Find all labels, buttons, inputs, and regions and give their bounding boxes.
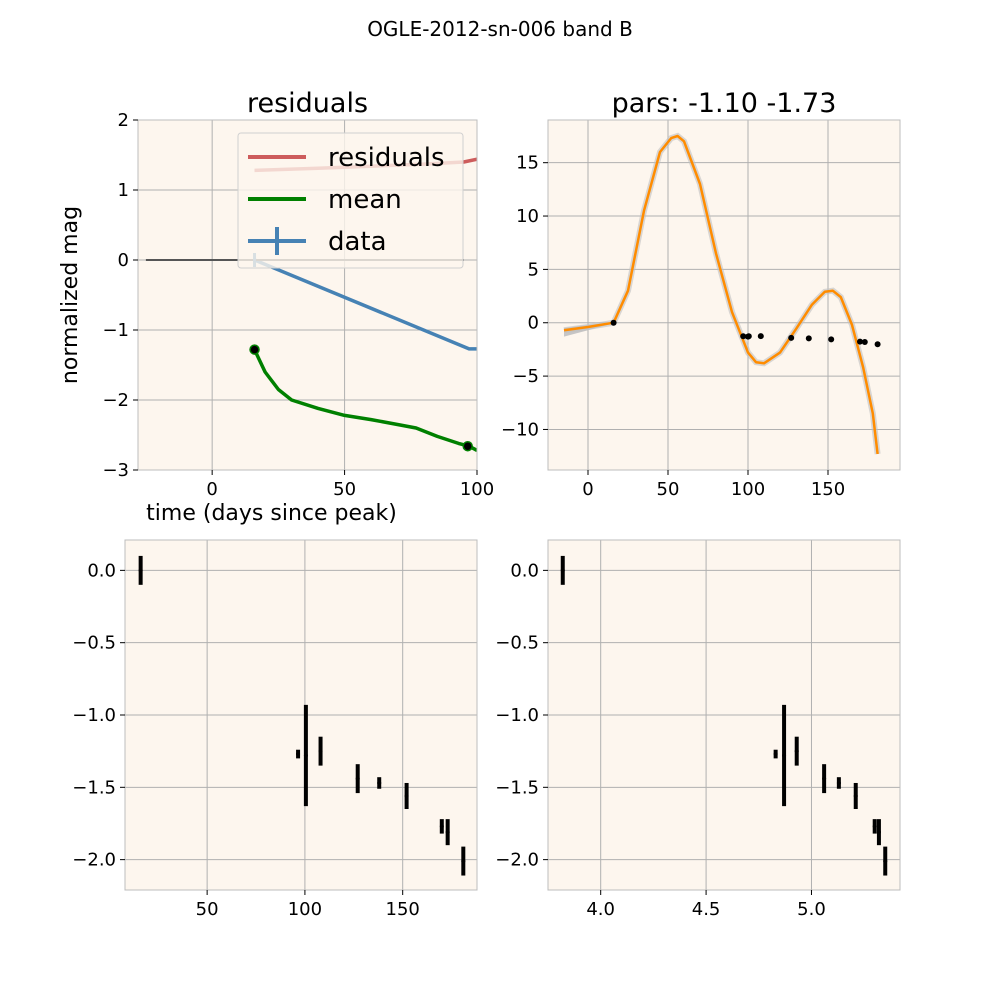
data-point: [822, 776, 827, 781]
y-tick-label: −2.0: [72, 850, 116, 871]
grid: [125, 540, 477, 890]
data-point: [404, 793, 409, 798]
marker-1: [462, 440, 473, 452]
plot-frame: [137, 119, 478, 471]
data-point: [303, 753, 308, 758]
x-tick-label: 50: [196, 899, 219, 920]
series-data: [253, 258, 477, 351]
x-axis-label: time (days since peak): [146, 501, 397, 526]
y-tick-label: 0.0: [87, 560, 116, 581]
data-point: [445, 830, 450, 835]
x-tick-label: 0: [582, 479, 593, 500]
data-point: [794, 749, 799, 754]
x-tick-label: 100: [731, 479, 765, 500]
y-tick-label: −2.0: [495, 850, 539, 871]
panel-bottom-right: 4.0 4.5 5.0 0.0 −0.5 −1.0 −1.5 −2.0: [495, 539, 901, 920]
x-tick-label: 4.0: [586, 899, 615, 920]
panel-title: residuals: [247, 88, 368, 119]
x-tick-label: 150: [386, 899, 420, 920]
y-tick-label: −3: [102, 460, 129, 481]
y-tick-label: 5: [528, 259, 539, 280]
data-point: [883, 859, 888, 864]
x-tick-label: 100: [460, 479, 494, 500]
marker-0: [249, 344, 260, 355]
data-point: [782, 753, 787, 758]
plot-content: [138, 555, 466, 876]
legend-label-data: data: [328, 227, 387, 257]
data-point: [757, 333, 764, 340]
data-point: [861, 338, 868, 345]
x-tick-label: 50: [333, 479, 356, 500]
x-tick-label: 5.0: [797, 899, 826, 920]
data-point: [610, 319, 617, 326]
y-tick-label: −0.5: [72, 633, 116, 654]
data-point: [560, 568, 565, 573]
x-tick-label: 0: [206, 479, 217, 500]
y-tick-label: 10: [516, 206, 539, 227]
data-point: [836, 780, 841, 785]
y-tick-label: −2: [102, 390, 129, 411]
y-axis-label: normalized mag: [58, 206, 83, 384]
grid: [548, 540, 900, 890]
data-point: [828, 336, 835, 343]
legend-label-residuals: residuals: [328, 143, 445, 173]
legend: residuals mean data: [237, 132, 464, 269]
data-point: [872, 824, 877, 829]
data-point: [773, 752, 778, 757]
y-tick-label: −5: [512, 366, 539, 387]
data-point: [296, 752, 301, 757]
x-tick-label: 50: [657, 479, 680, 500]
y-tick-label: 0: [528, 313, 539, 334]
data-point: [138, 568, 143, 573]
x-tick-label: 100: [288, 899, 322, 920]
plot-content: [563, 132, 881, 455]
panel-top-left: 0 50 100 −3 −2 −1 0 1 2 residuals time (days since…: [58, 88, 494, 526]
y-tick-label: 0.0: [510, 560, 539, 581]
data-point: [805, 335, 812, 342]
y-tick-label: −0.5: [495, 633, 539, 654]
y-tick-label: 15: [516, 153, 539, 174]
legend-box: [237, 132, 464, 269]
data-point: [740, 333, 747, 340]
legend-label-mean: mean: [328, 185, 402, 215]
x-tick-label: 150: [811, 479, 845, 500]
panel-title: pars: -1.10 -1.73: [612, 88, 837, 119]
series-mean: [252, 348, 477, 452]
data-point: [876, 830, 881, 835]
y-tick-label: −1.0: [495, 705, 539, 726]
data-point: [745, 333, 752, 340]
data-point: [788, 334, 795, 341]
y-tick-label: 1: [118, 180, 129, 201]
data-point: [857, 338, 863, 345]
data-point: [318, 749, 323, 754]
plot-area: [548, 120, 900, 470]
data-point: [853, 793, 858, 798]
data-point: [461, 859, 466, 864]
y-tick-label: −1.0: [72, 705, 116, 726]
series-fit: [563, 134, 879, 455]
plot-content: [560, 555, 888, 876]
data-point: [874, 341, 881, 348]
figure-title: OGLE-2012-sn-006 band B: [367, 17, 633, 41]
y-tick-label: 2: [118, 110, 129, 131]
y-tick-label: −1.5: [495, 777, 539, 798]
y-tick-label: −1.5: [72, 777, 116, 798]
y-tick-label: −10: [501, 419, 539, 440]
panel-bottom-left: 50 100 150 0.0 −0.5 −1.0 −1.5 −2.0: [72, 539, 478, 920]
data-point: [355, 776, 360, 781]
grid: [548, 120, 900, 470]
panel-top-right: 0 50 100 150 −10 −5 0 5 10 15 pars: -1.10 -1.73: [501, 88, 901, 500]
x-tick-label: 4.5: [692, 899, 721, 920]
plot-frame: [547, 119, 901, 471]
y-tick-label: −1: [102, 320, 129, 341]
data-point: [439, 824, 444, 829]
y-tick-label: 0: [118, 250, 129, 271]
data-point: [377, 780, 382, 785]
